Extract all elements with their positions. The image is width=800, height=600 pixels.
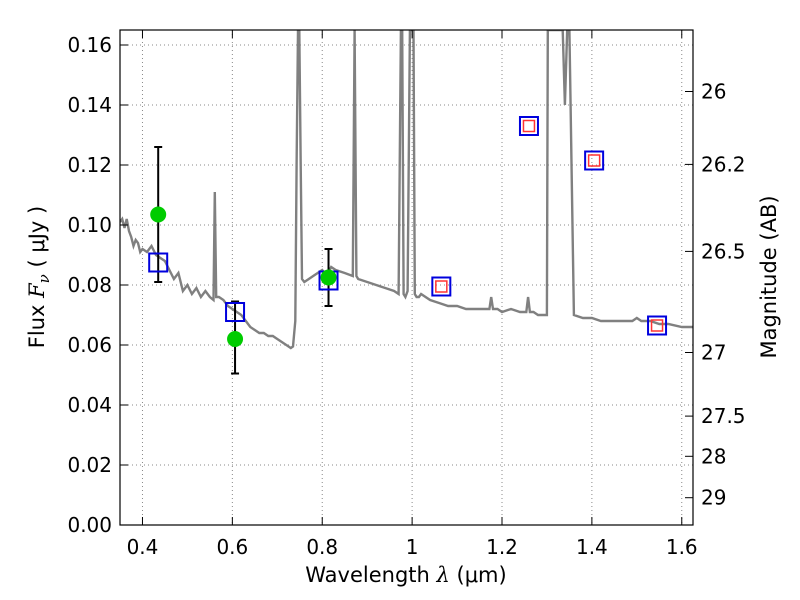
- model-photometry-box: [148, 252, 169, 273]
- y-tick-label: 0.12: [67, 153, 112, 177]
- y-axis-label: Flux Fν ( μJy ): [25, 206, 53, 348]
- model-photometry-box: [225, 302, 246, 322]
- observed-photometry-point: [227, 331, 244, 347]
- y-tick-label: 0.06: [67, 333, 112, 357]
- x-tick-label: 1.4: [576, 535, 608, 559]
- model-spectrum-line: [120, 30, 693, 350]
- y2-tick-label: 28: [701, 444, 726, 468]
- y2-tick-label: 26.5: [701, 239, 746, 263]
- x-tick-label: 1: [406, 535, 419, 559]
- grid: [120, 30, 693, 526]
- observed-photometry-point: [150, 206, 167, 223]
- y2-tick-label: 26: [701, 80, 726, 104]
- axis-ticks: 0.4 0.6 0.8 1 1.2 1.4 1.6 0.00 0.02 0.04 0.06 0.08 0…: [67, 30, 746, 559]
- y-tick-label: 0.04: [67, 393, 112, 417]
- x-axis-label: Wavelength λ (μm): [305, 563, 506, 587]
- observed-photometry-points: [150, 206, 337, 347]
- model-photometry-inner-box: [435, 280, 448, 293]
- y-tick-label: 0.10: [67, 213, 112, 237]
- y2-tick-label: 26.2: [701, 152, 746, 176]
- x-tick-label: 0.6: [216, 535, 248, 559]
- observed-photometry-point: [320, 269, 337, 286]
- model-photometry-inner-box: [522, 119, 536, 133]
- x-tick-label: 0.4: [127, 535, 159, 559]
- x-tick-label: 1.2: [486, 535, 518, 559]
- plot-area: [120, 30, 693, 375]
- y-tick-label: 0.14: [67, 93, 112, 117]
- y-tick-label: 0.08: [67, 273, 112, 297]
- y-tick-label: 0.02: [67, 453, 112, 477]
- model-photometry-box: [518, 116, 539, 136]
- y2-tick-label: 27: [701, 341, 726, 365]
- y2-axis-label: Magnitude (AB): [757, 195, 781, 358]
- model-photometry-inner-box: [650, 319, 664, 332]
- x-tick-label: 0.8: [306, 535, 338, 559]
- model-photometry-box: [647, 315, 668, 336]
- y-tick-label: 0.00: [67, 513, 112, 537]
- x-tick-label: 1.6: [666, 535, 698, 559]
- y2-tick-label: 29: [701, 486, 726, 510]
- y-tick-label: 0.16: [67, 33, 112, 57]
- model-photometry-box: [431, 276, 452, 297]
- model-photometry-inner-box: [587, 154, 601, 167]
- model-photometry-box: [584, 150, 605, 171]
- plot-frame: [119, 29, 694, 526]
- y2-tick-label: 27.5: [701, 404, 746, 428]
